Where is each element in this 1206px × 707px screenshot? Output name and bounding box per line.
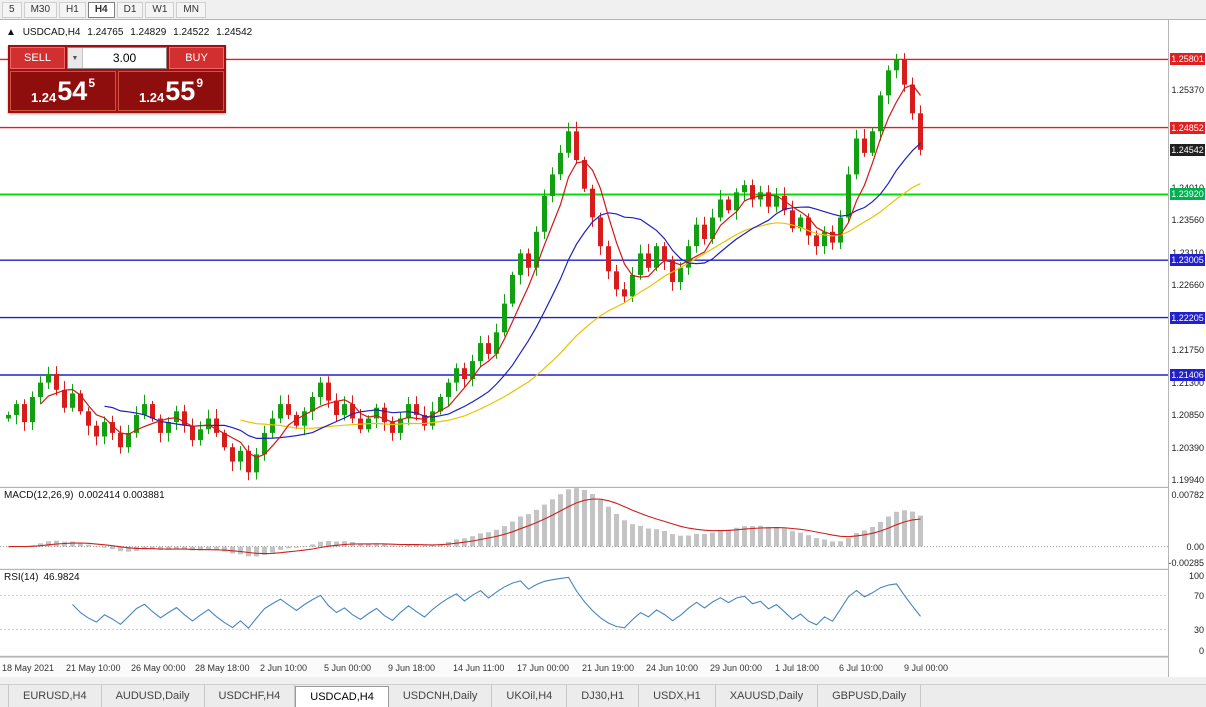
price-axis: 1.253701.240101.235601.231101.226601.217… bbox=[1168, 20, 1206, 677]
macd-axis-label: 0.00782 bbox=[1171, 490, 1204, 500]
chart-ohlc-header: ▲ USDCAD,H4 1.24765 1.24829 1.24522 1.24… bbox=[6, 27, 256, 38]
price-badge: 1.24852 bbox=[1170, 122, 1205, 134]
macd-label: MACD(12,26,9) 0.002414 0.003881 bbox=[4, 490, 165, 501]
macd-indicator-panel[interactable]: MACD(12,26,9) 0.002414 0.003881 bbox=[0, 488, 1168, 568]
timeframe-toolbar: 5 M30 H1 H4 D1 W1 MN bbox=[0, 0, 1206, 20]
timeframe-button-d1[interactable]: D1 bbox=[116, 1, 144, 18]
chart-tab-usdcnh-daily[interactable]: USDCNH,Daily bbox=[389, 685, 493, 707]
rsi-axis-label: 100 bbox=[1188, 571, 1204, 581]
candles bbox=[6, 53, 923, 481]
rsi-line bbox=[72, 576, 921, 630]
ohlc-open: 1.24765 bbox=[87, 27, 124, 38]
buy-button[interactable]: BUY bbox=[169, 47, 224, 69]
timeframe-button-h4[interactable]: H4 bbox=[87, 1, 115, 18]
price-axis-label: 1.25370 bbox=[1171, 85, 1204, 95]
price-badge: 1.24542 bbox=[1170, 144, 1205, 156]
volume-input[interactable]: 3.00 bbox=[112, 51, 137, 65]
time-axis-label: 14 Jun 11:00 bbox=[453, 663, 505, 673]
time-axis-label: 5 Jun 00:00 bbox=[324, 663, 372, 673]
timeframe-button-w1[interactable]: W1 bbox=[145, 1, 175, 18]
chart-tab-xauusd-daily[interactable]: XAUUSD,Daily bbox=[716, 685, 819, 707]
price-badge: 1.21406 bbox=[1170, 369, 1205, 381]
time-axis-label: 2 Jun 10:00 bbox=[260, 663, 308, 673]
price-axis-label: 1.21300 bbox=[1171, 378, 1204, 388]
chart-symbol-marker-icon: ▲ bbox=[6, 27, 16, 38]
time-axis: 18 May 2021 21 May 10:00 26 May 00:00 28 Ma… bbox=[0, 657, 1168, 677]
sell-button[interactable]: SELL bbox=[10, 47, 65, 69]
ohlc-close: 1.24542 bbox=[216, 27, 253, 38]
panel-separator[interactable] bbox=[0, 569, 1168, 570]
time-axis-label: 1 Jul 18:00 bbox=[775, 663, 820, 673]
time-axis-label: 28 May 18:00 bbox=[195, 663, 250, 673]
rsi-axis-label: 30 bbox=[1193, 625, 1204, 635]
sell-price-pips: 54 bbox=[57, 76, 88, 106]
time-axis-label: 29 Jun 00:00 bbox=[710, 663, 763, 673]
chart-tabs-bar: EURUSD,H4 AUDUSD,Daily USDCHF,H4 USDCAD,H4 U… bbox=[0, 684, 1206, 707]
chart-tab-gbpusd-daily[interactable]: GBPUSD,Daily bbox=[818, 685, 922, 707]
price-badge: 1.23005 bbox=[1170, 254, 1205, 266]
time-axis-label: 21 Jun 19:00 bbox=[582, 663, 635, 673]
time-axis-label: 9 Jun 18:00 bbox=[388, 663, 436, 673]
macd-axis-label: 0.00 bbox=[1186, 542, 1204, 552]
ohlc-low: 1.24522 bbox=[173, 27, 210, 38]
time-axis-label: 18 May 2021 bbox=[2, 663, 55, 673]
panel-separator[interactable] bbox=[0, 487, 1168, 488]
chart-tab-audusd-daily[interactable]: AUDUSD,Daily bbox=[102, 685, 205, 707]
time-axis-label: 21 May 10:00 bbox=[66, 663, 121, 673]
price-axis-label: 1.19940 bbox=[1171, 475, 1204, 485]
timeframe-button-mn[interactable]: MN bbox=[176, 1, 206, 18]
sell-price-base: 1.24 bbox=[30, 90, 57, 105]
rsi-canvas bbox=[0, 576, 1168, 630]
volume-dropdown-icon[interactable]: ▼ bbox=[68, 48, 83, 68]
sell-price-point: 5 bbox=[88, 76, 96, 90]
chart-tab-usdcad-h4[interactable]: USDCAD,H4 bbox=[295, 686, 389, 707]
price-axis-label: 1.20850 bbox=[1171, 410, 1204, 420]
macd-canvas bbox=[0, 488, 1168, 557]
timeframe-button-h1[interactable]: H1 bbox=[59, 1, 86, 18]
time-axis-label: 9 Jul 00:00 bbox=[904, 663, 949, 673]
timeframe-button-5[interactable]: 5 bbox=[2, 1, 22, 18]
chart-tab-usdchf-h4[interactable]: USDCHF,H4 bbox=[205, 685, 296, 707]
chart-tab-usdx-h1[interactable]: USDX,H1 bbox=[639, 685, 716, 707]
volume-control: ▼ 3.00 bbox=[67, 47, 167, 69]
sell-price-button[interactable]: 1.24 54 5 bbox=[10, 71, 116, 111]
price-axis-label: 1.22660 bbox=[1171, 280, 1204, 290]
horizontal-level-lines bbox=[0, 58, 1168, 376]
buy-price-point: 9 bbox=[196, 76, 204, 90]
chart-tab-eurusd-h4[interactable]: EURUSD,H4 bbox=[8, 685, 102, 707]
price-badge: 1.23920 bbox=[1170, 188, 1205, 200]
time-axis-label: 24 Jun 10:00 bbox=[646, 663, 699, 673]
timeframe-button-m30[interactable]: M30 bbox=[23, 1, 58, 18]
macd-axis-label: -0.00285 bbox=[1168, 558, 1204, 568]
chart-tab-ukoil-h4[interactable]: UKOil,H4 bbox=[492, 685, 568, 707]
price-axis-label: 1.23560 bbox=[1171, 215, 1204, 225]
ohlc-high: 1.24829 bbox=[130, 27, 167, 38]
panel-separator bbox=[0, 656, 1168, 657]
price-badge: 1.25801 bbox=[1170, 53, 1205, 65]
time-axis-label: 17 Jun 00:00 bbox=[517, 663, 570, 673]
time-axis-label: 26 May 00:00 bbox=[131, 663, 186, 673]
rsi-indicator-panel[interactable]: RSI(14) 46.9824 bbox=[0, 570, 1168, 655]
macd-signal-line bbox=[8, 498, 921, 555]
buy-price-button[interactable]: 1.24 55 9 bbox=[118, 71, 224, 111]
rsi-axis-label: 0 bbox=[1198, 646, 1204, 656]
buy-price-pips: 55 bbox=[165, 76, 196, 106]
time-axis-label: 6 Jul 10:00 bbox=[839, 663, 884, 673]
rsi-axis-label: 70 bbox=[1193, 591, 1204, 601]
price-axis-label: 1.23110 bbox=[1172, 248, 1204, 258]
one-click-trading-panel: SELL ▼ 3.00 BUY 1.24 54 5 1.24 55 9 bbox=[8, 45, 226, 113]
price-chart[interactable]: ▲ USDCAD,H4 1.24765 1.24829 1.24522 1.24… bbox=[0, 20, 1168, 486]
chart-tab-dj30-h1[interactable]: DJ30,H1 bbox=[567, 685, 640, 707]
rsi-label: RSI(14) 46.9824 bbox=[4, 572, 80, 583]
price-chart-canvas[interactable] bbox=[0, 20, 1168, 486]
price-axis-label: 1.21750 bbox=[1171, 345, 1204, 355]
chart-symbol-label: USDCAD,H4 bbox=[22, 27, 81, 38]
buy-price-base: 1.24 bbox=[138, 90, 165, 105]
macd-histogram bbox=[6, 488, 923, 557]
price-axis-label: 1.20390 bbox=[1171, 443, 1204, 453]
price-badge: 1.22205 bbox=[1170, 312, 1205, 324]
